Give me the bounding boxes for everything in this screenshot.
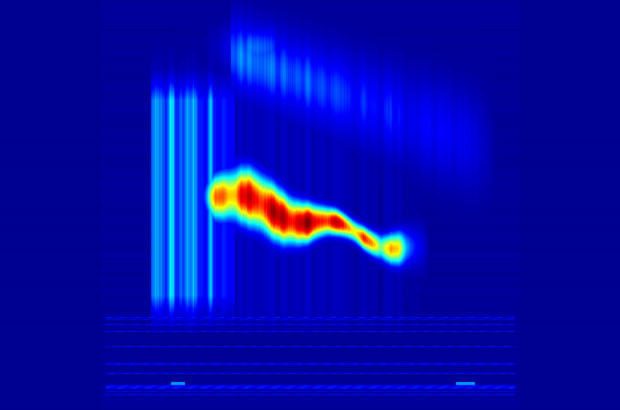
spectrogram-view <box>0 0 620 410</box>
spectrogram-heatmap <box>0 0 620 410</box>
